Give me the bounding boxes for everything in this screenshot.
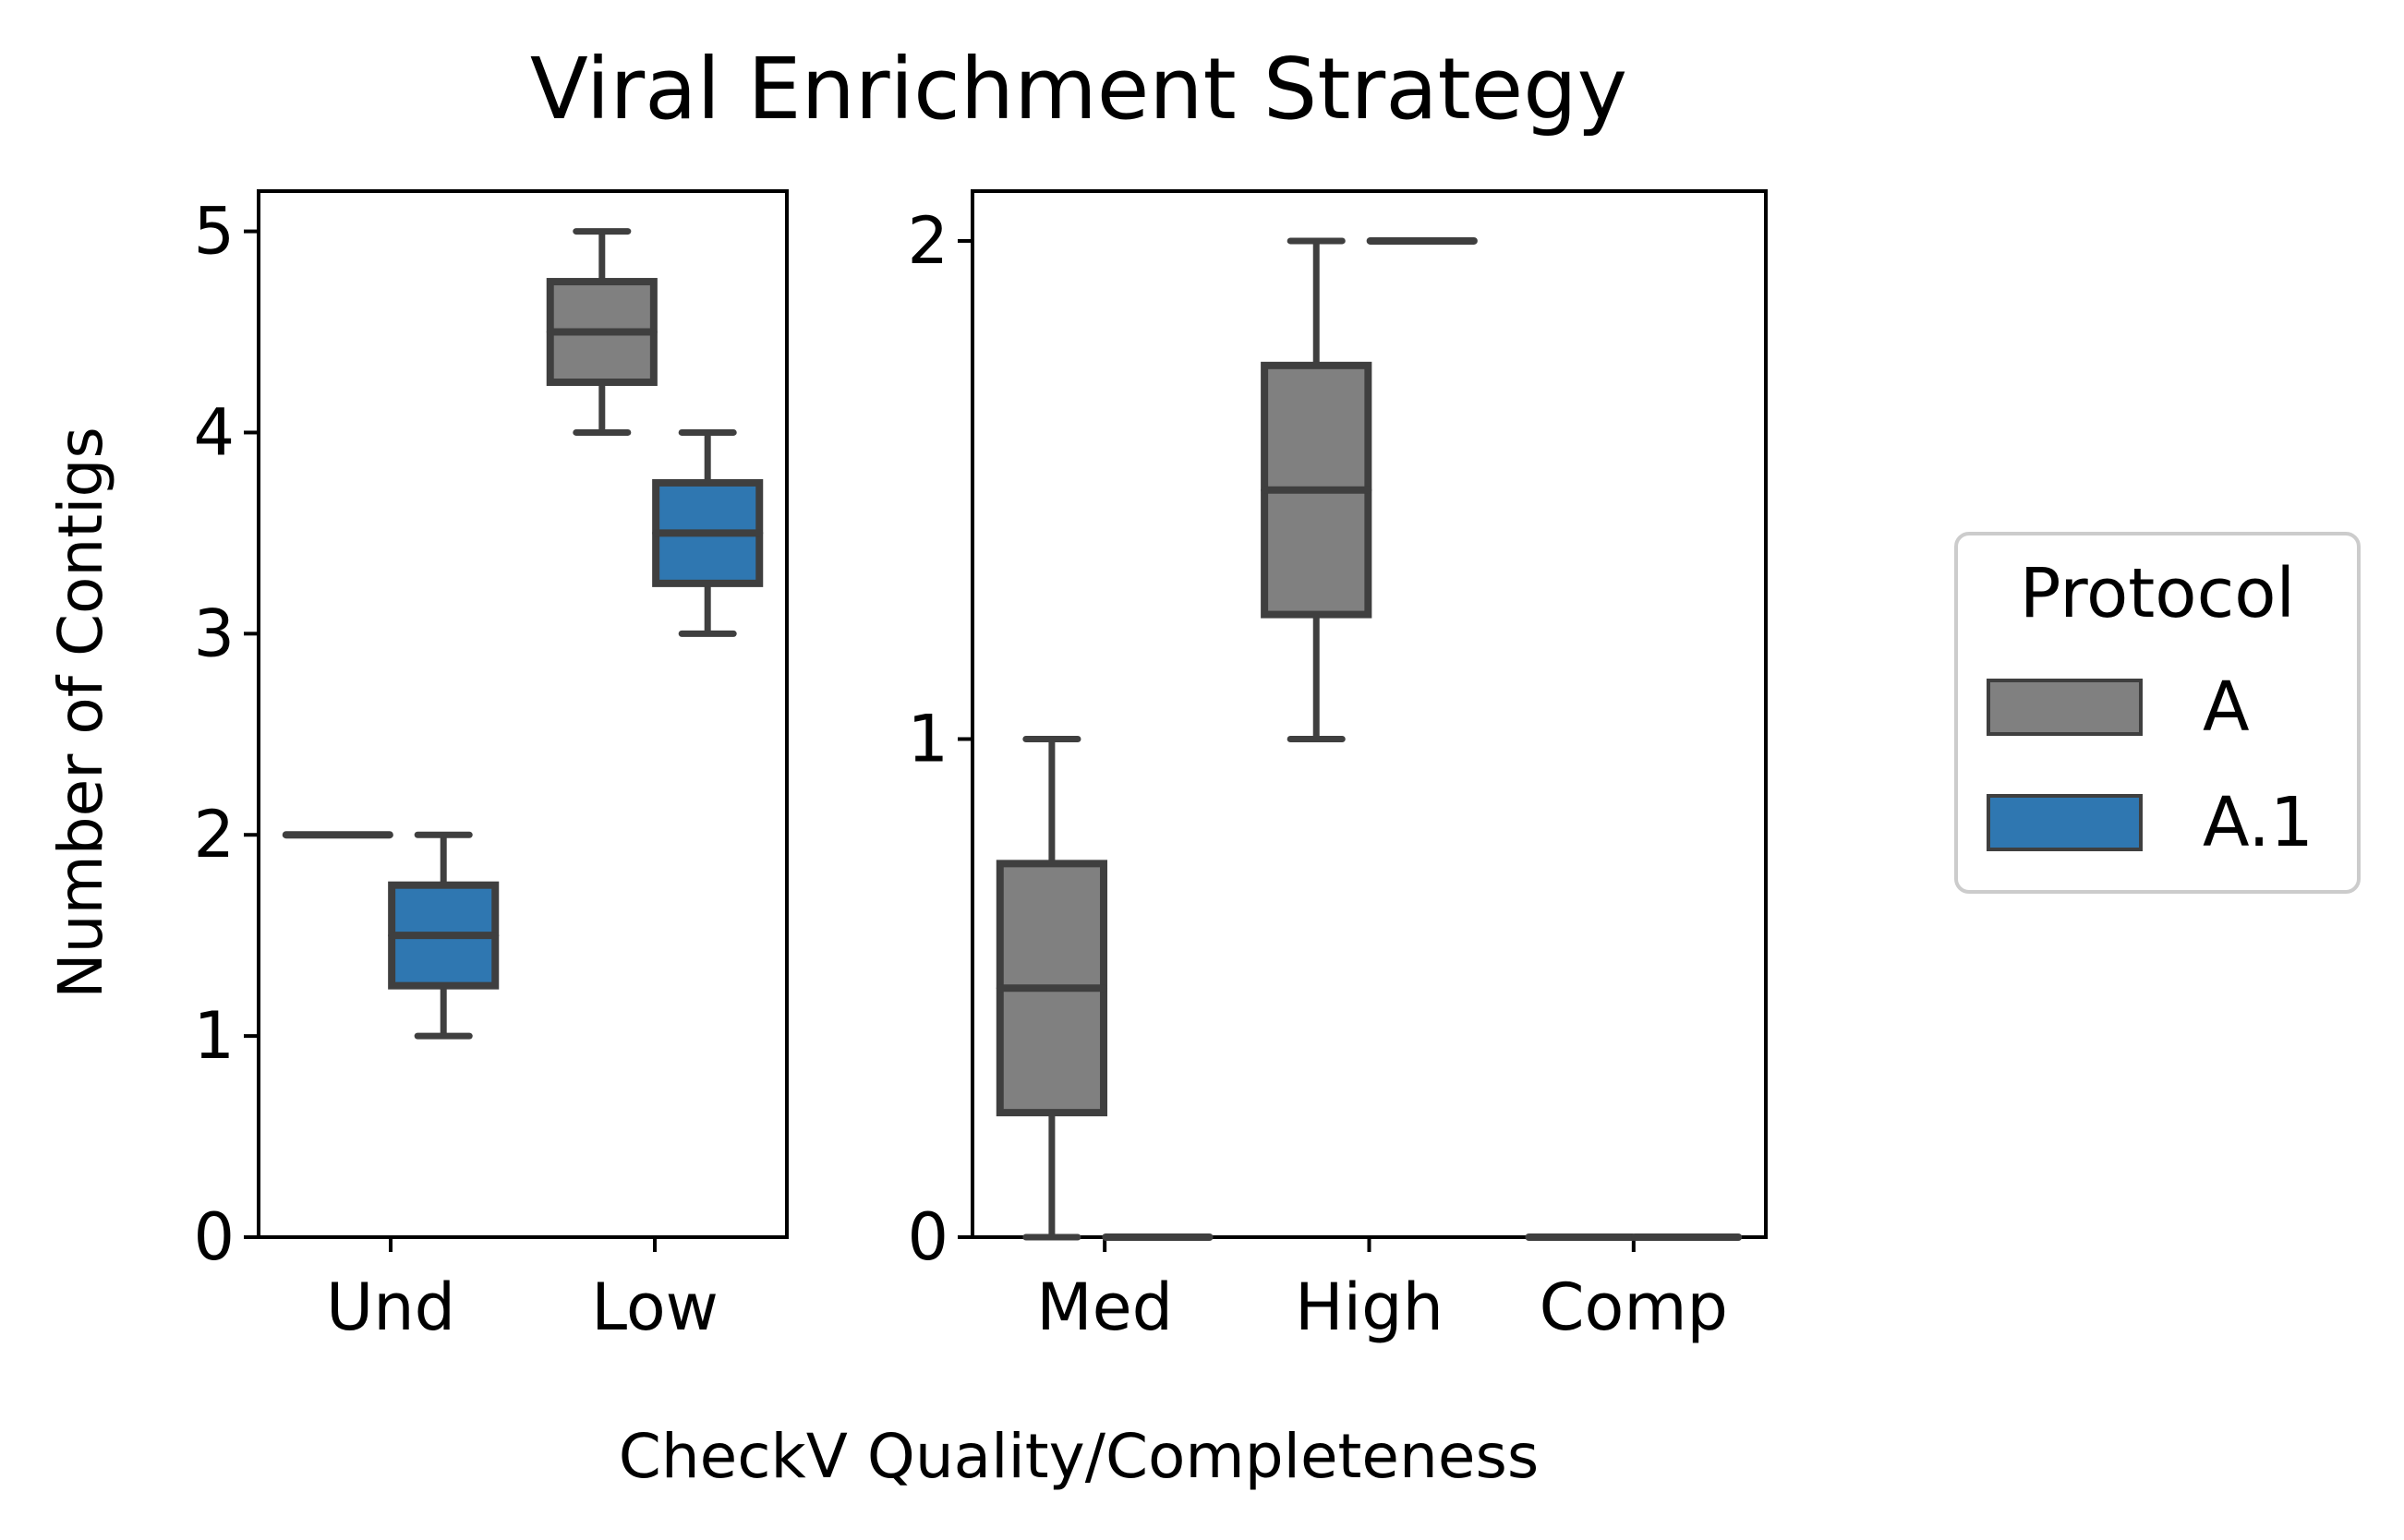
x-tick-label: High <box>1295 1269 1444 1345</box>
box-a-med <box>996 735 1108 1241</box>
right-panel: 0 1 2 Med High Comp <box>907 189 1768 1345</box>
box-a1-low <box>652 428 764 637</box>
y-axis-label: Number of Contigs <box>45 427 116 999</box>
legend-swatch-a <box>1987 679 2143 736</box>
plot-frame <box>257 189 789 1239</box>
legend-label-a1: A.1 <box>2203 783 2313 862</box>
y-tick-label: 1 <box>907 701 948 776</box>
x-tick-label: Low <box>591 1269 719 1345</box>
x-tick-label: Med <box>1036 1269 1173 1345</box>
x-axis-label: CheckV Quality/Completeness <box>619 1421 1540 1492</box>
left-panel: 0 1 2 3 4 5 Und Low <box>193 189 789 1345</box>
y-tick-label: 0 <box>907 1199 948 1275</box>
box-a1-und <box>388 831 500 1040</box>
x-tick-label: Und <box>326 1269 455 1345</box>
x-tick-label: Comp <box>1540 1269 1728 1345</box>
box-a-low <box>546 228 658 436</box>
legend-label-a: A <box>2203 668 2250 747</box>
y-tick-label: 3 <box>193 596 235 671</box>
y-tick-label: 2 <box>193 797 235 872</box>
y-tick-label: 1 <box>193 998 235 1074</box>
y-tick-label: 0 <box>193 1199 235 1275</box>
y-tick-label: 5 <box>193 194 235 270</box>
legend: Protocol A A.1 <box>1954 532 2361 894</box>
chart-title: Viral Enrichment Strategy <box>530 40 1627 138</box>
y-tick-label: 4 <box>193 394 235 470</box>
y-tick-label: 2 <box>907 203 948 279</box>
legend-swatch-a1 <box>1987 794 2143 851</box>
legend-title: Protocol <box>2020 554 2295 633</box>
box-a-high <box>1261 237 1372 742</box>
